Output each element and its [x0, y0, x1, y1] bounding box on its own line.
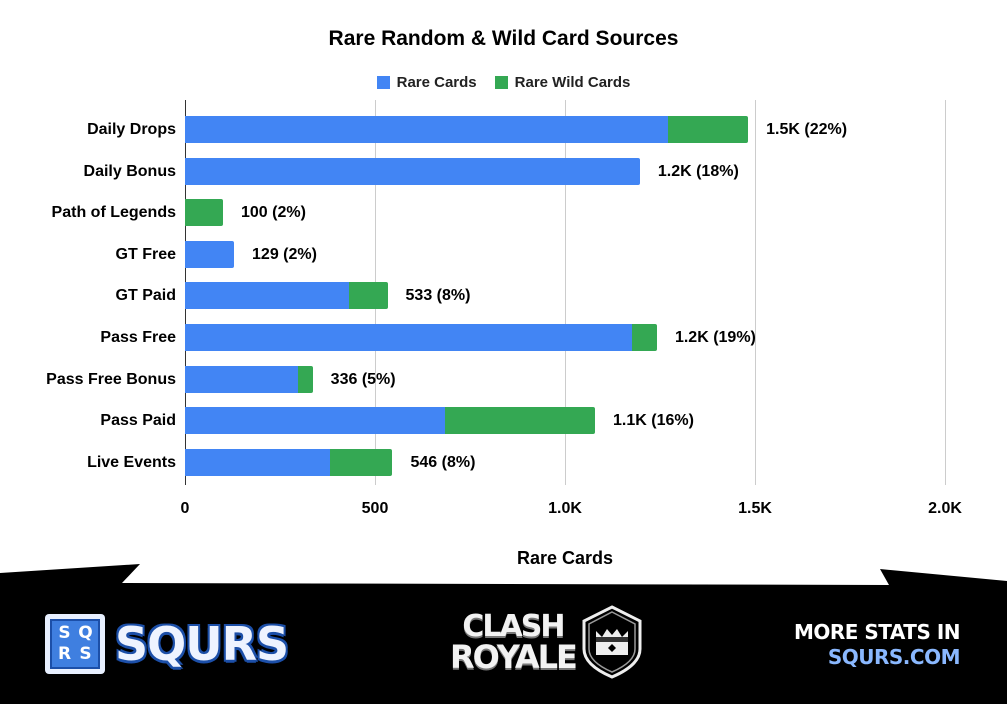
chart-title: Rare Random & Wild Card Sources [328, 27, 679, 50]
gridline [755, 100, 756, 485]
bar-data-label: 129 (2%) [252, 245, 317, 263]
gridline [945, 100, 946, 485]
bar-data-label: 100 (2%) [241, 204, 306, 222]
legend-swatch-rare-cards [376, 76, 390, 89]
bar-data-label: 1.2K (18%) [657, 162, 739, 180]
category-label: Pass Paid [100, 412, 176, 430]
category-label: Daily Bonus [83, 162, 176, 180]
squrs-box-letter: S [79, 644, 92, 664]
bar-segment-rare-cards[interactable] [185, 324, 632, 351]
plot-area: 1.5K (22%) 1.2K (18%) 100 (2%) 129 (2%) 533 … [185, 100, 985, 485]
bar-segment-rare-wild-cards[interactable] [330, 448, 393, 476]
clash-royale-wordmark: CLASH ROYALE [450, 609, 578, 676]
promo-link[interactable]: SQURS.COM [827, 645, 961, 669]
bar-segment-rare-cards[interactable] [185, 240, 235, 268]
legend-item-rare-wild-cards: Rare Wild Cards [494, 74, 631, 91]
bar-data-label: 1.2K (19%) [674, 329, 756, 346]
x-tick-label: 1.0K [548, 500, 582, 517]
bar-segment-rare-wild-cards[interactable] [297, 365, 313, 393]
promo-line1: MORE STATS IN [793, 620, 961, 644]
category-label: GT Free [115, 245, 176, 263]
clash-royale-logo: CLASH ROYALE [450, 605, 644, 679]
x-tick-label: 2.0K [928, 500, 962, 517]
bar-segment-rare-cards[interactable] [185, 282, 350, 310]
bar-segment-rare-cards[interactable] [185, 365, 298, 393]
legend-swatch-rare-wild-cards [494, 76, 508, 89]
legend-label-rare-wild-cards: Rare Wild Cards [514, 74, 631, 91]
bar-data-label: 336 (5%) [330, 370, 396, 388]
legend-label-rare-cards: Rare Cards [396, 74, 477, 91]
bar-segment-rare-cards[interactable] [185, 116, 668, 143]
bar-data-label: 1.1K (16%) [613, 412, 694, 430]
category-label: Daily Drops [87, 121, 176, 138]
category-label: Live Events [87, 453, 176, 471]
bar-segment-rare-wild-cards[interactable] [185, 199, 223, 227]
clash-royale-line1: CLASH [462, 609, 565, 644]
x-tick-label: 1.5K [738, 500, 772, 517]
x-tick-label: 0 [180, 500, 190, 517]
bar-segment-rare-wild-cards[interactable] [631, 324, 657, 351]
chart-legend: Rare Cards Rare Wild Cards [0, 74, 1007, 91]
bar-data-label: 546 (8%) [410, 453, 476, 471]
squrs-box-icon: S Q R S [45, 614, 105, 674]
squrs-box-letter: R [57, 644, 72, 664]
promo-text[interactable]: MORE STATS IN SQURS.COM [760, 620, 961, 670]
category-label: Path of Legends [51, 204, 176, 222]
squrs-wordmark: SQURS [115, 617, 289, 671]
footer-banner [0, 564, 1007, 704]
squrs-logo[interactable]: S Q R S SQURS [45, 614, 289, 674]
bar-segment-rare-wild-cards[interactable] [444, 407, 595, 435]
bar-segment-rare-wild-cards[interactable] [349, 282, 388, 310]
legend-item-rare-cards: Rare Cards [376, 74, 477, 91]
x-axis-title: Rare Cards [516, 548, 614, 568]
category-label: GT Paid [115, 287, 176, 305]
squrs-box-letter: Q [78, 623, 93, 643]
bar-data-label: 533 (8%) [405, 287, 471, 305]
crown-shield-icon [582, 605, 642, 679]
bar-data-label: 1.5K (22%) [766, 121, 848, 138]
category-label: Pass Free Bonus [46, 370, 176, 388]
x-tick-label: 500 [361, 500, 389, 517]
bar-segment-rare-cards[interactable] [185, 157, 640, 185]
gridline [565, 100, 566, 485]
squrs-box-letter: S [58, 623, 71, 643]
bar-segment-rare-wild-cards[interactable] [667, 116, 749, 143]
bar-segment-rare-cards[interactable] [185, 448, 331, 476]
clash-royale-line2: ROYALE [450, 638, 578, 676]
category-label: Pass Free [100, 329, 176, 346]
bar-segment-rare-cards[interactable] [185, 407, 445, 435]
